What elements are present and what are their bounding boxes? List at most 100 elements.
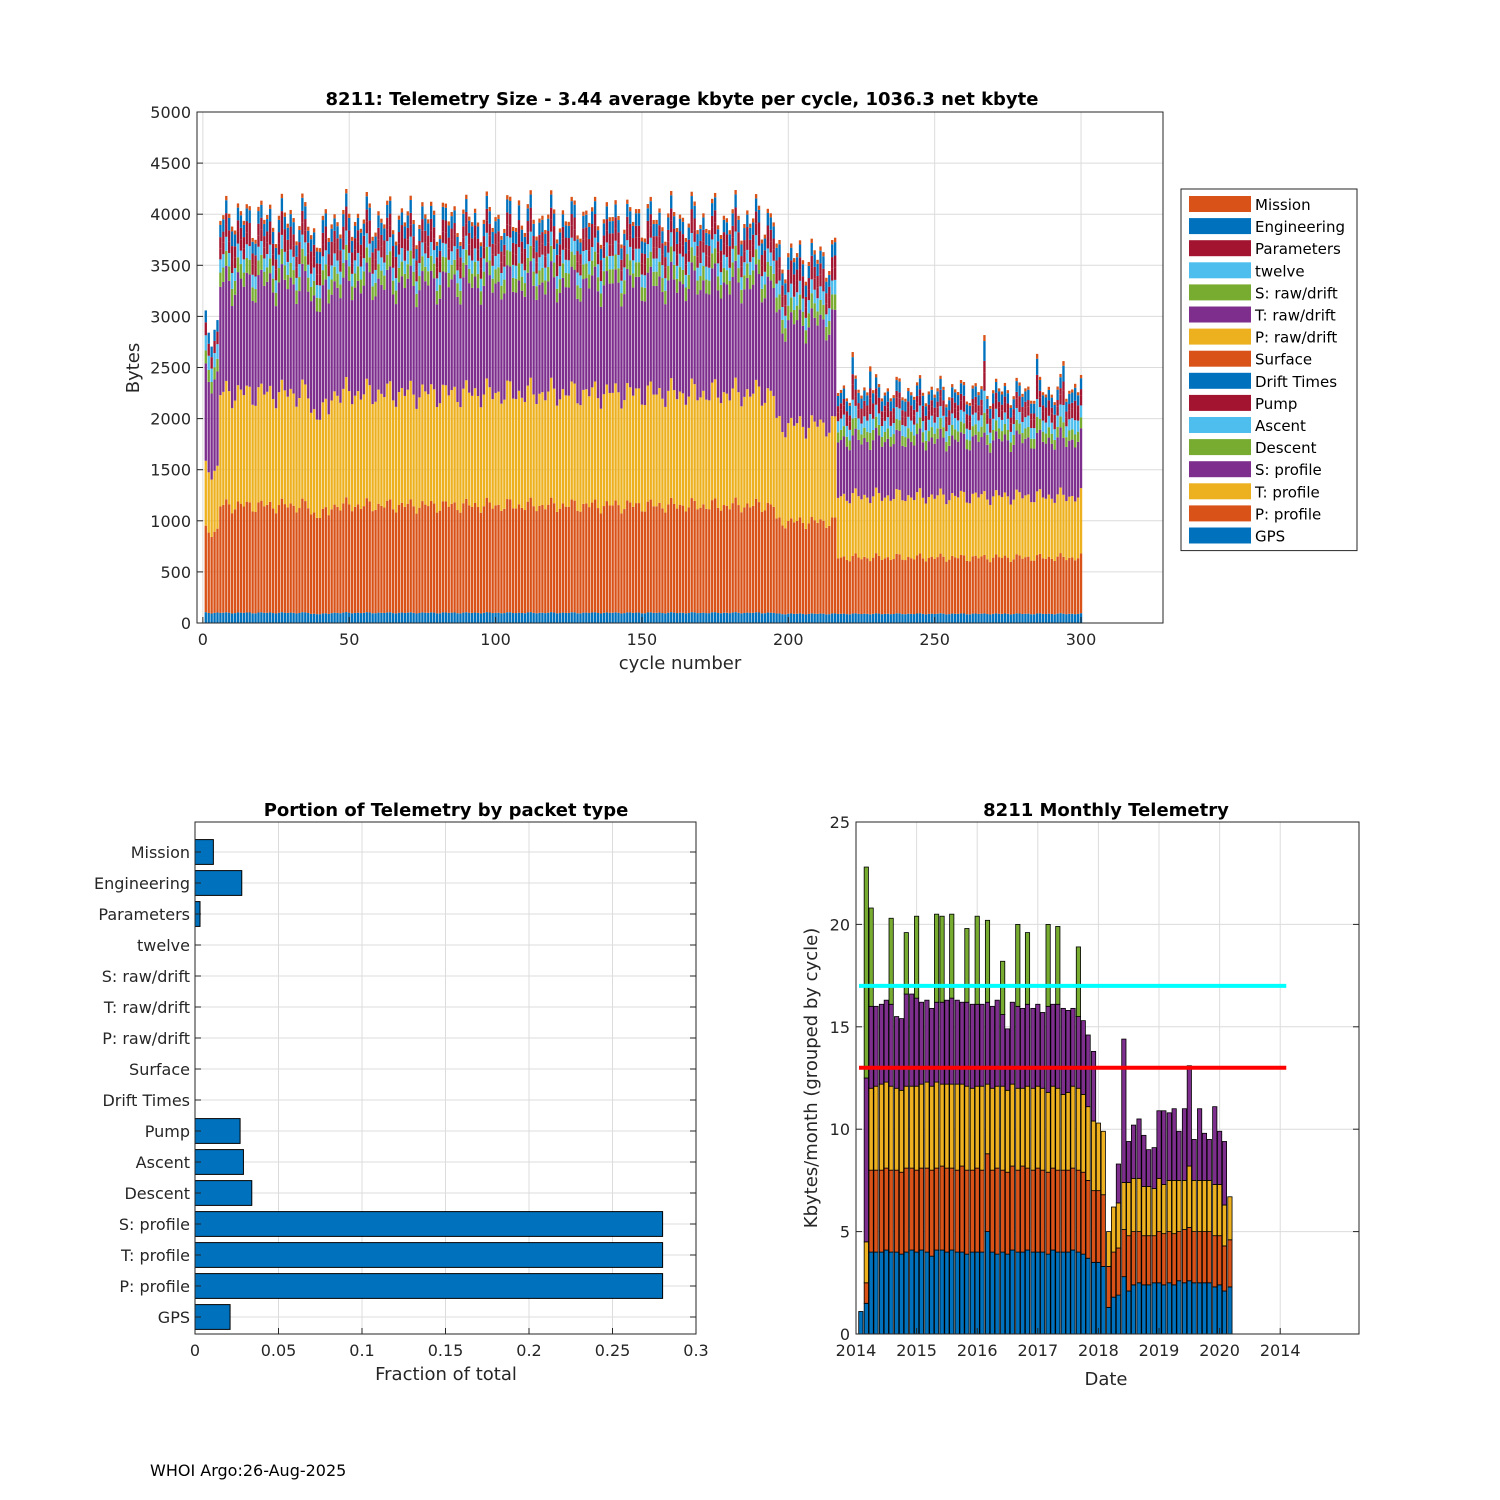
bar-segment — [517, 390, 521, 505]
bar-segment — [1206, 1180, 1212, 1233]
bar-segment — [731, 209, 734, 214]
bar-segment — [909, 1249, 915, 1335]
bar-segment — [430, 242, 433, 256]
bar-segment — [228, 241, 231, 253]
bar-segment — [318, 614, 322, 623]
bar-segment — [526, 257, 529, 273]
bar-segment — [1050, 1003, 1056, 1087]
bar-segment — [888, 917, 894, 1005]
bar-segment — [447, 506, 450, 613]
cycle-bar — [907, 387, 910, 623]
month-bar — [954, 999, 960, 1335]
bar-segment — [1080, 1020, 1086, 1095]
bar-segment — [631, 225, 635, 239]
bar-segment — [904, 411, 907, 418]
bar-segment — [511, 291, 515, 399]
bar-segment — [450, 279, 453, 391]
bar-segment — [959, 490, 963, 555]
bar-segment — [441, 612, 445, 623]
bar-segment — [377, 239, 380, 251]
bar-segment — [775, 518, 778, 614]
bar-segment — [333, 504, 336, 613]
bar-segment — [951, 404, 954, 414]
bar-segment — [959, 380, 963, 384]
bar-segment — [828, 286, 831, 298]
bar-segment — [749, 612, 752, 623]
bar-segment — [233, 230, 237, 235]
bar-segment — [1041, 411, 1045, 421]
bar-segment — [225, 499, 228, 613]
bar-segment — [901, 445, 904, 501]
cycle-bar — [1009, 405, 1012, 623]
bar-segment — [432, 278, 436, 390]
bar-segment — [497, 391, 500, 505]
bar-segment — [863, 400, 866, 408]
bar-segment — [327, 241, 330, 255]
bar-segment — [854, 378, 857, 390]
bar-segment — [511, 508, 515, 614]
bar-segment — [266, 281, 269, 392]
bar-segment — [239, 250, 243, 265]
bar-segment — [292, 234, 295, 246]
bar-segment — [233, 268, 237, 281]
bar-segment — [667, 612, 670, 623]
bar-segment — [757, 205, 761, 210]
bar-segment — [863, 416, 866, 428]
bar-segment — [746, 612, 749, 623]
bar-segment — [649, 196, 652, 202]
bar-segment — [503, 508, 506, 614]
bar-segment — [731, 237, 734, 249]
bar-segment — [391, 234, 395, 247]
legend-label: Engineering — [1255, 218, 1345, 236]
bar-segment — [1076, 420, 1080, 432]
bar-segment — [895, 489, 898, 554]
bar-segment — [661, 231, 664, 244]
bar-segment — [690, 209, 693, 222]
bar-segment — [579, 301, 582, 406]
bar-segment — [1009, 1249, 1015, 1335]
bar-segment — [722, 268, 726, 283]
cycle-bar — [520, 225, 524, 623]
bar-segment — [479, 512, 483, 614]
bar-segment — [971, 493, 974, 557]
bar-segment — [345, 260, 348, 378]
bar-segment — [210, 613, 213, 623]
cycle-bar — [447, 221, 450, 623]
bar-segment — [435, 267, 439, 279]
cycle-bar — [470, 222, 474, 623]
legend-label: Parameters — [1255, 240, 1341, 258]
bar-segment — [649, 499, 652, 613]
bar-segment — [910, 392, 913, 396]
bar-segment — [503, 613, 506, 623]
bar-segment — [872, 390, 875, 394]
bar-segment — [831, 613, 834, 623]
bar-segment — [579, 511, 582, 614]
bar-segment — [772, 612, 775, 623]
bar-segment — [626, 203, 629, 217]
bar-segment — [760, 302, 764, 406]
bar-segment — [1035, 432, 1039, 492]
bar-segment — [831, 280, 834, 295]
bar-segment — [716, 229, 720, 242]
bar-segment — [292, 218, 295, 223]
bar-segment — [1027, 613, 1030, 623]
cycle-bar — [277, 215, 281, 623]
bar-segment — [321, 220, 325, 233]
bar-segment — [225, 250, 228, 266]
bar-segment — [860, 423, 863, 435]
bar-segment — [1015, 1251, 1021, 1335]
bar-segment — [711, 500, 714, 613]
bar-segment — [573, 269, 576, 384]
bar-segment — [318, 274, 322, 286]
bar-segment — [640, 241, 644, 254]
bar-segment — [631, 287, 635, 396]
bar-segment — [353, 221, 357, 227]
month-bar — [934, 913, 940, 1335]
bar-segment — [424, 391, 427, 505]
bar-segment — [544, 234, 547, 246]
bar-segment — [356, 213, 360, 218]
bar-segment — [942, 386, 945, 390]
bar-segment — [836, 497, 840, 559]
bar-segment — [968, 415, 971, 422]
bar-segment — [1045, 1171, 1051, 1255]
